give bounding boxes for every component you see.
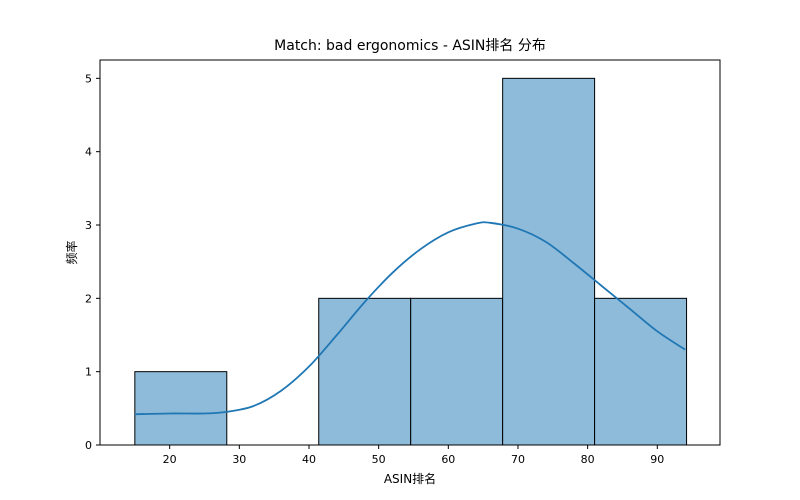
axes-frame <box>99 59 721 446</box>
y-tick-label: 1 <box>85 366 92 379</box>
chart-title: Match: bad ergonomics - ASIN排名 分布 <box>274 38 546 54</box>
y-axis-label: 频率 <box>64 240 79 264</box>
y-tick-label: 3 <box>85 219 92 232</box>
histogram-bar-0 <box>134 371 228 446</box>
x-axis-label: ASIN排名 <box>384 471 436 486</box>
x-tick-label: 30 <box>232 453 246 466</box>
histogram-bar-4 <box>502 77 596 446</box>
x-tick-label: 40 <box>302 453 316 466</box>
y-tick-label: 2 <box>85 292 92 305</box>
histogram-bar-5 <box>594 297 688 446</box>
histogram-bar-2 <box>318 297 412 446</box>
y-tick-label: 0 <box>85 439 92 452</box>
x-tick-label: 80 <box>581 453 595 466</box>
x-tick-label: 60 <box>441 453 455 466</box>
x-tick-label: 90 <box>650 453 664 466</box>
x-tick-label: 70 <box>511 453 525 466</box>
y-axis-ticks: 0 1 2 3 4 5 <box>85 72 100 452</box>
histogram-bar-3 <box>410 297 504 446</box>
y-tick-label: 4 <box>85 146 92 159</box>
x-tick-label: 20 <box>163 453 177 466</box>
kde-curve <box>134 221 686 416</box>
x-tick-label: 50 <box>372 453 386 466</box>
x-axis-ticks: 20 30 40 50 60 70 80 90 <box>163 445 664 466</box>
bars-group <box>134 77 688 446</box>
y-tick-label: 5 <box>85 72 92 85</box>
